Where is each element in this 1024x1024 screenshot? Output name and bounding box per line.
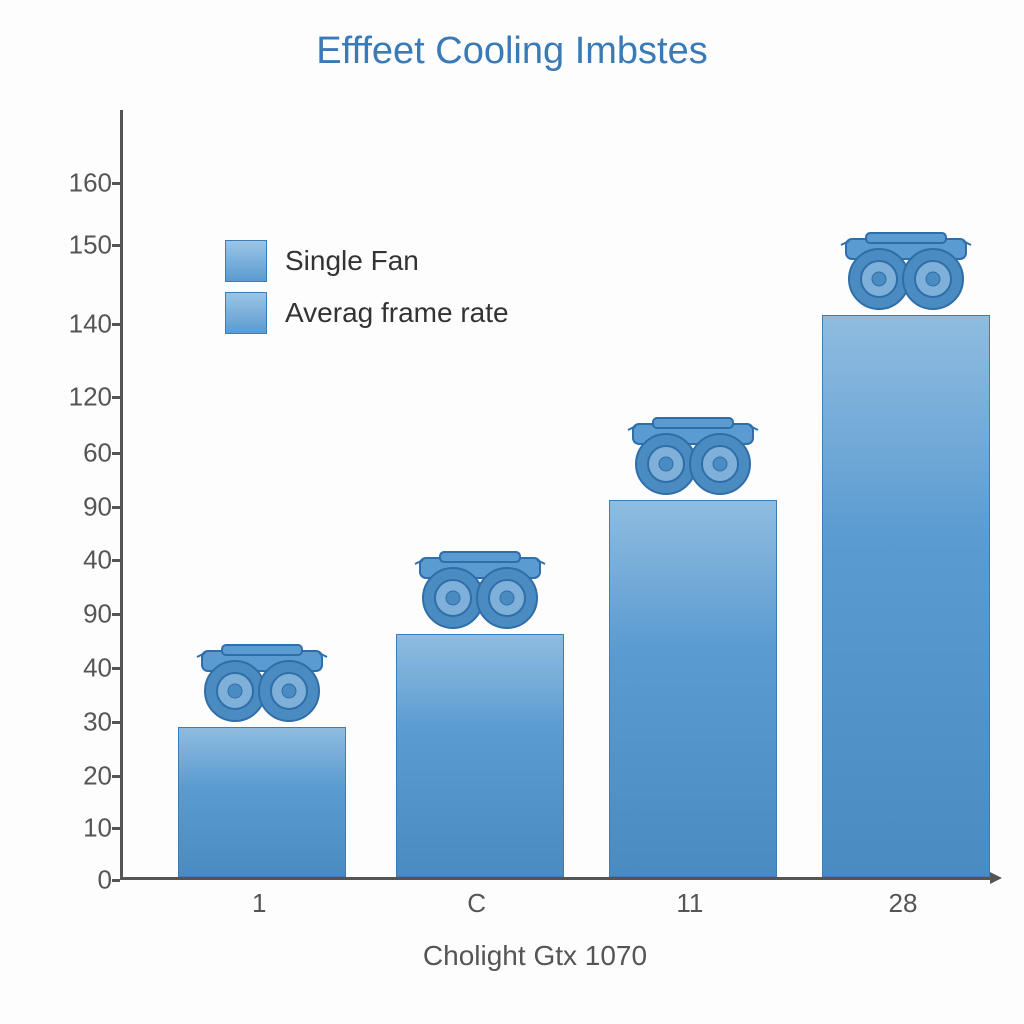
y-tick-label: 150 xyxy=(69,229,112,260)
legend-swatch xyxy=(225,240,267,282)
cooler-icon xyxy=(187,643,337,723)
y-tick-label: 10 xyxy=(83,813,112,844)
x-tick-label: 11 xyxy=(676,888,703,919)
x-tick-label: C xyxy=(467,888,486,919)
x-axis-title: Cholight Gtx 1070 xyxy=(423,940,647,972)
y-tick-mark xyxy=(112,244,120,247)
bar-topper-icon xyxy=(187,643,337,728)
y-tick-mark xyxy=(112,323,120,326)
x-tick-label: 28 xyxy=(889,888,918,919)
cooler-icon xyxy=(405,550,555,630)
cooler-icon xyxy=(618,416,768,496)
y-tick-label: 40 xyxy=(83,545,112,576)
y-tick-mark xyxy=(112,667,120,670)
bar xyxy=(822,315,990,877)
bar xyxy=(396,634,564,877)
y-tick-label: 30 xyxy=(83,707,112,738)
x-tick-label: 1 xyxy=(252,888,266,919)
y-tick-mark xyxy=(112,396,120,399)
y-tick-label: 90 xyxy=(83,599,112,630)
chart-container: 01020304090409060120140150160 1C1128 Cho… xyxy=(80,110,990,880)
y-tick-mark xyxy=(112,775,120,778)
bar-topper-icon xyxy=(618,416,768,501)
bar xyxy=(609,500,777,877)
bar-topper-icon xyxy=(831,231,981,316)
y-tick-mark xyxy=(112,879,120,882)
y-tick-mark xyxy=(112,506,120,509)
y-tick-mark xyxy=(112,182,120,185)
y-tick-label: 0 xyxy=(98,865,112,896)
legend-label: Single Fan xyxy=(285,245,419,277)
y-tick-label: 160 xyxy=(69,168,112,199)
y-tick-mark xyxy=(112,721,120,724)
bar xyxy=(178,727,346,877)
y-tick-mark xyxy=(112,559,120,562)
legend-item: Averag frame rate xyxy=(225,292,509,334)
chart-title: Efffeet Cooling Imbstes xyxy=(0,0,1024,73)
y-tick-label: 140 xyxy=(69,309,112,340)
y-tick-mark xyxy=(112,827,120,830)
y-tick-label: 40 xyxy=(83,653,112,684)
legend-swatch xyxy=(225,292,267,334)
y-tick-label: 90 xyxy=(83,491,112,522)
legend: Single Fan Averag frame rate xyxy=(225,240,509,344)
cooler-icon xyxy=(831,231,981,311)
y-tick-label: 60 xyxy=(83,437,112,468)
legend-label: Averag frame rate xyxy=(285,297,509,329)
plot-area xyxy=(120,110,990,880)
y-tick-mark xyxy=(112,452,120,455)
bar-topper-icon xyxy=(405,550,555,635)
x-axis-arrowhead xyxy=(990,872,1002,884)
y-tick-label: 20 xyxy=(83,761,112,792)
legend-item: Single Fan xyxy=(225,240,509,282)
y-tick-mark xyxy=(112,613,120,616)
y-tick-label: 120 xyxy=(69,382,112,413)
